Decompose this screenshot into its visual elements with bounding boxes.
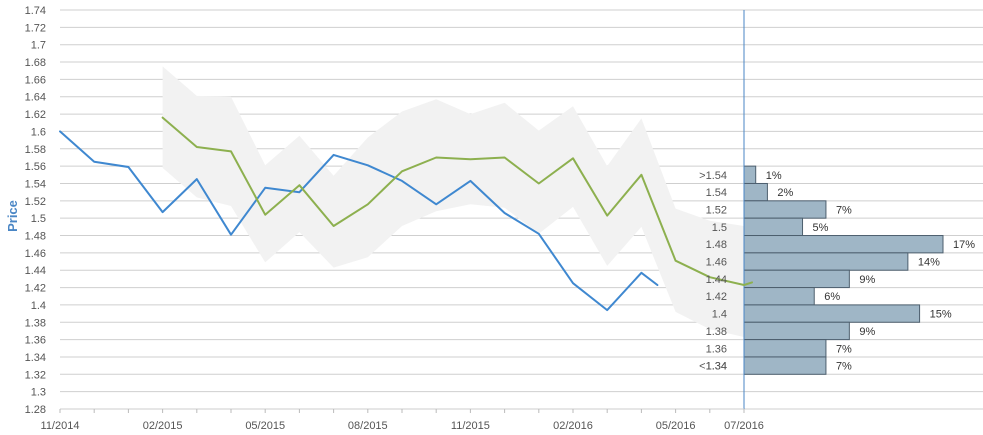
y-tick-label: 1.3 [31, 387, 46, 399]
y-tick-label: 1.54 [25, 178, 46, 190]
histogram-bar [743, 304, 921, 323]
histogram-range-label: 1.38 [706, 326, 727, 338]
y-tick-label: 1.34 [25, 352, 46, 364]
y-tick-label: 1.48 [25, 231, 46, 243]
histogram-percent-label: 14% [918, 257, 940, 269]
y-tick-label: 1.62 [25, 109, 46, 121]
histogram-bar [743, 165, 757, 184]
y-tick-label: 1.64 [25, 92, 46, 104]
y-tick-label: 1.6 [31, 126, 46, 138]
x-tick-label: 05/2015 [245, 420, 285, 432]
histogram-range-label: 1.48 [706, 239, 727, 251]
series-lines [59, 116, 753, 312]
histogram-range-label: 1.44 [706, 274, 727, 286]
confidence-band-area [162, 66, 745, 338]
histogram-range-label: <1.34 [699, 361, 727, 373]
x-tick-label: 11/2014 [41, 420, 80, 432]
histogram-percent-label: 7% [836, 343, 852, 355]
histogram-bar [743, 252, 909, 271]
y-tick-label: 1.32 [25, 369, 46, 381]
actual-series-line [59, 130, 659, 312]
x-tick-label: 07/2016 [724, 420, 764, 432]
histogram-bar [743, 321, 850, 341]
y-tick-label: 1.4 [31, 300, 46, 312]
x-tick-label: 02/2015 [143, 420, 183, 432]
y-tick-label: 1.7 [31, 40, 46, 52]
histogram-range-label: 1.36 [706, 343, 727, 355]
y-tick-label: 1.28 [25, 404, 46, 416]
histogram-percent-label: 15% [930, 309, 952, 321]
y-tick-label: 1.58 [25, 144, 46, 156]
y-axis-label: Price [5, 200, 20, 232]
histogram-percent-label: 17% [953, 239, 975, 251]
histogram-bar [743, 356, 827, 375]
y-tick-label: 1.46 [25, 248, 46, 260]
histogram-percent-label: 5% [813, 222, 829, 234]
y-tick-label: 1.44 [25, 265, 46, 277]
y-tick-labels: 1.74 1.72 1.7 1.68 1.66 1.64 1.62 1.6 1.58 1.56 1.… [25, 5, 46, 416]
histogram-labels: >1.54 1% 1.54 2% 1.52 7% 1.5 5% 1.48 17% 1.46 14% 1.… [699, 170, 975, 373]
histogram-bar [743, 200, 827, 219]
histogram-percent-label: 7% [836, 205, 852, 217]
histogram-range-label: >1.54 [699, 170, 727, 182]
y-tick-label: 1.74 [25, 5, 46, 17]
histogram-bar [743, 235, 944, 254]
histogram-range-label: 1.42 [706, 291, 727, 303]
histogram-percent-label: 9% [859, 274, 875, 286]
y-tick-label: 1.36 [25, 335, 46, 347]
y-tick-label: 1.52 [25, 196, 46, 208]
x-tick-label: 05/2016 [656, 420, 696, 432]
y-tick-label: 1.72 [25, 22, 46, 34]
histogram-range-label: 1.4 [712, 309, 727, 321]
histogram-bar [743, 217, 804, 237]
confidence-band [162, 66, 745, 338]
x-tick-labels: 11/2014 02/2015 05/2015 08/2015 11/2015 02/20… [41, 420, 764, 432]
histogram-bar [743, 269, 850, 289]
histogram-bar [743, 287, 815, 306]
histogram-range-label: 1.34 [706, 361, 727, 373]
axes [59, 10, 745, 413]
histogram-bar [743, 182, 768, 202]
histogram-range-label: 1.54 [706, 187, 727, 199]
y-tick-label: 1.38 [25, 317, 46, 329]
histogram-percent-label: 1% [766, 170, 782, 182]
histogram-range-label: 1.5 [712, 222, 727, 234]
histogram-bar [743, 339, 827, 358]
histogram-percent-label: 2% [777, 187, 793, 199]
y-tick-label: 1.66 [25, 74, 46, 86]
y-tick-label: 1.42 [25, 283, 46, 295]
forecast-series-line [161, 116, 753, 286]
y-tick-label: 1.68 [25, 57, 46, 69]
x-tick-label: 02/2016 [553, 420, 593, 432]
histogram [743, 165, 944, 375]
histogram-range-label: 1.52 [706, 205, 727, 217]
histogram-percent-label: 7% [836, 361, 852, 373]
histogram-range-label: 1.46 [706, 257, 727, 269]
histogram-percent-label: 6% [824, 291, 840, 303]
x-tick-label: 08/2015 [348, 420, 388, 432]
x-tick-label: 11/2015 [451, 420, 490, 432]
y-tick-label: 1.5 [31, 213, 46, 225]
histogram-percent-label: 9% [859, 326, 875, 338]
y-tick-label: 1.56 [25, 161, 46, 173]
